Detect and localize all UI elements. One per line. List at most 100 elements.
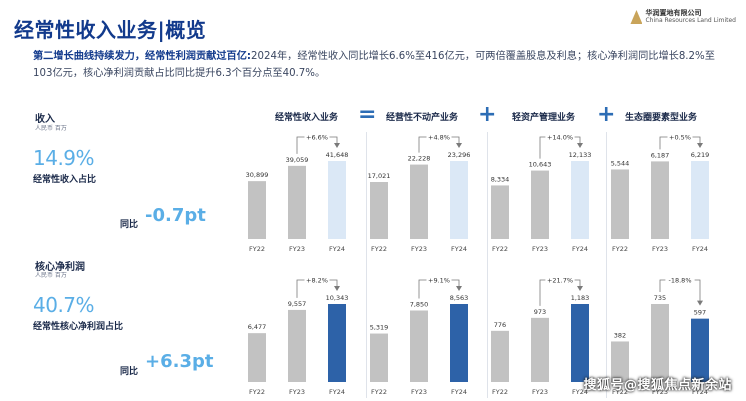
bar-fy23	[531, 317, 549, 382]
column-divider	[366, 132, 367, 398]
bar-fy22	[370, 333, 388, 382]
x-tick-label: FY24	[692, 245, 708, 253]
bar-value-label: 41,648	[326, 151, 349, 159]
growth-label: +4.8%	[428, 134, 450, 142]
bar-value-label: 6,219	[691, 151, 710, 159]
growth-arrow-icon	[334, 143, 340, 148]
summary-text: 第二增长曲线持续发力，经常性利润贡献过百亿:2024年，经常性收入同比增长6.6…	[33, 48, 733, 82]
profit-unit: 人民币 百万	[35, 272, 67, 279]
bar-fy23	[410, 164, 428, 239]
bar-value-label: 6,477	[248, 323, 267, 331]
x-tick-label: FY23	[411, 245, 427, 253]
x-tick-label: FY23	[532, 388, 548, 396]
summary-highlight: 第二增长曲线持续发力，经常性利润贡献过百亿:	[33, 51, 252, 62]
equals-operator: =	[358, 102, 377, 127]
bar-value-label: 9,557	[288, 300, 307, 308]
bar-fy24	[450, 304, 468, 382]
growth-arrow-icon	[697, 143, 703, 148]
x-tick-label: FY23	[289, 245, 305, 253]
x-tick-label: FY24	[329, 388, 345, 396]
revenue-yoy-value: -0.7pt	[145, 205, 206, 226]
bar-value-label: 8,563	[450, 294, 469, 302]
x-tick-label: FY23	[652, 245, 668, 253]
profit-share-label: 经常性核心净利润占比	[33, 322, 124, 332]
growth-arrow-icon	[577, 143, 583, 148]
growth-label-bg	[545, 275, 575, 284]
x-tick-label: FY24	[572, 245, 588, 253]
x-tick-label: FY23	[532, 245, 548, 253]
x-tick-label: FY22	[371, 388, 387, 396]
x-tick-label: FY23	[652, 388, 668, 396]
x-tick-label: FY22	[612, 245, 628, 253]
x-tick-label: FY24	[451, 245, 467, 253]
header-asset-light: 轻资产管理业务	[512, 113, 576, 123]
growth-arrow-icon	[456, 143, 462, 148]
plus-operator-2: +	[597, 102, 616, 127]
growth-label-bg	[304, 275, 330, 284]
bar-value-label: 7,850	[410, 300, 429, 308]
plus-operator-1: +	[478, 102, 497, 127]
x-tick-label: FY22	[492, 388, 508, 396]
bar-fy22	[611, 341, 629, 382]
bar-fy24	[571, 161, 589, 239]
growth-arrow-icon	[697, 300, 703, 306]
x-tick-label: FY22	[492, 245, 508, 253]
page-title: 经常性收入业务|概览	[14, 18, 207, 42]
bar-value-label: 17,021	[368, 172, 391, 180]
revenue-section-title: 收入	[35, 114, 55, 125]
x-tick-label: FY22	[249, 245, 265, 253]
bar-value-label: 597	[694, 309, 706, 317]
watermark-text: 搜狐号@搜狐焦点新余站	[583, 378, 732, 393]
growth-label: +14.0%	[547, 134, 573, 142]
growth-arrow-icon	[334, 286, 340, 291]
growth-label-bg	[304, 132, 330, 141]
bar-value-label: 10,343	[326, 294, 349, 302]
bar-fy23	[288, 165, 306, 239]
bar-fy24	[450, 161, 468, 239]
bar-fy23	[410, 310, 428, 382]
x-tick-label: FY22	[371, 245, 387, 253]
revenue-share-value: 14.9%	[33, 146, 95, 170]
bar-value-label: 5,544	[611, 159, 630, 167]
header-recurring-revenue: 经常性收入业务	[275, 113, 339, 123]
profit-share-value: 40.7%	[33, 293, 95, 317]
column-divider	[487, 132, 488, 398]
bar-value-label: 22,228	[408, 155, 431, 163]
bar-value-label: 30,899	[246, 171, 269, 179]
bar-fy23	[531, 170, 549, 239]
bar-value-label: 6,187	[651, 151, 670, 159]
profit-section-title: 核心净利润	[35, 262, 85, 273]
summary-body: 2024年，经常性收入同比增长6.6%至416亿元，可两倍覆盖股息及利息；核心净…	[33, 51, 715, 79]
x-tick-label: FY24	[692, 388, 708, 396]
growth-label-bg	[545, 132, 575, 141]
bar-value-label: 1,183	[571, 294, 590, 302]
x-tick-label: FY24	[329, 245, 345, 253]
bar-fy23	[651, 161, 669, 239]
bar-value-label: 39,059	[286, 156, 309, 164]
growth-label: +8.2%	[306, 277, 328, 285]
bar-value-label: 8,334	[491, 175, 510, 183]
growth-label: +9.1%	[428, 277, 450, 285]
x-tick-label: FY22	[612, 388, 628, 396]
bar-fy22	[611, 169, 629, 239]
growth-label: +6.6%	[306, 134, 328, 142]
growth-arrow-icon	[456, 286, 462, 291]
bar-value-label: 12,133	[569, 151, 592, 159]
bar-fy22	[248, 333, 266, 382]
revenue-share-label: 经常性收入占比	[33, 175, 97, 185]
revenue-unit: 人民币 百万	[35, 125, 67, 132]
logo-text-en: China Resources Land Limited	[645, 17, 736, 24]
bar-value-label: 5,319	[370, 324, 389, 332]
bar-fy24	[691, 318, 709, 382]
growth-label: -18.8%	[669, 277, 692, 285]
growth-label: +0.5%	[669, 134, 691, 142]
bar-value-label: 735	[654, 294, 666, 302]
growth-label: +21.7%	[547, 277, 573, 285]
bar-fy23	[288, 309, 306, 382]
bar-fy22	[370, 182, 388, 239]
x-tick-label: FY22	[249, 388, 265, 396]
bar-fy24	[571, 304, 589, 382]
bar-value-label: 973	[534, 308, 546, 316]
bar-fy24	[691, 161, 709, 239]
growth-label-bg	[426, 275, 452, 284]
